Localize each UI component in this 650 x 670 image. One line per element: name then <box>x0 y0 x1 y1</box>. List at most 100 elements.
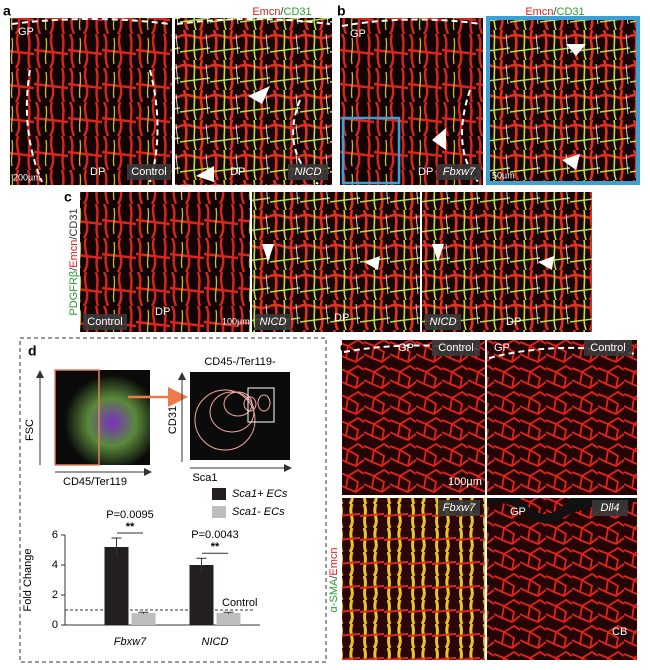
micrograph <box>340 18 483 185</box>
stain-label: PDGFRβ/Emcn/CD31 <box>68 208 80 315</box>
ellipse <box>194 389 256 451</box>
bar-chart: 0246ControlFbxw7**P=0.0095NICD**P=0.0043… <box>52 488 288 648</box>
micrograph <box>175 18 332 185</box>
label-box <box>437 164 481 180</box>
reference-label: Control <box>222 597 257 609</box>
text-part: Emcn <box>525 6 553 18</box>
scale-bar: 100µm <box>222 316 250 326</box>
boundary-line <box>341 18 482 185</box>
condition: NICD <box>430 316 457 328</box>
stain-label: α-SMA/Emcn <box>328 547 340 612</box>
condition: Control <box>87 316 122 328</box>
gate <box>247 387 275 423</box>
text-part: / <box>68 236 80 240</box>
label: DP <box>418 166 433 178</box>
axis-label: CD31 <box>167 406 179 434</box>
label: GP <box>494 342 510 354</box>
arrowhead <box>196 86 270 182</box>
micrograph <box>487 340 637 495</box>
label: DP <box>90 166 105 178</box>
label-box <box>584 340 632 356</box>
x-tick-label: Fbxw7 <box>114 636 147 648</box>
scale-bar: 100µm <box>448 476 482 488</box>
text-part: Emcn <box>328 547 340 575</box>
text-part: / <box>68 267 80 271</box>
micrograph <box>487 498 637 660</box>
micrograph-inset <box>486 16 640 185</box>
micrograph <box>80 192 250 332</box>
axis-label: CD45/Ter119 <box>63 476 127 488</box>
ellipse <box>209 391 255 433</box>
inset-box <box>341 116 401 185</box>
arrowhead <box>432 128 446 150</box>
bar <box>131 613 156 625</box>
panel-letter: a <box>3 3 11 19</box>
text-part: CD31 <box>557 6 585 18</box>
plot-title: CD45-/Ter119- <box>204 356 276 368</box>
text-part: / <box>553 6 557 18</box>
ellipse <box>223 391 253 417</box>
bar <box>216 613 241 625</box>
micrograph <box>422 192 592 332</box>
condition: Fbxw7 <box>443 166 476 178</box>
micrograph <box>342 498 485 660</box>
scale-bar: 200µm <box>13 172 41 182</box>
panel-letter: b <box>337 3 346 19</box>
text-part: Emcn <box>68 240 80 268</box>
y-tick-label: 2 <box>52 589 58 601</box>
text-part: CD31 <box>68 208 80 236</box>
condition: Fbxw7 <box>443 502 476 514</box>
label-box <box>432 340 480 356</box>
label-box <box>127 164 171 180</box>
axis-label: FSC <box>24 419 36 441</box>
legend-label: Sca1- ECs <box>232 506 285 518</box>
label-box <box>425 314 461 330</box>
micrograph <box>10 18 172 185</box>
significance-stars: ** <box>126 521 135 533</box>
stain-label: Emcn/CD31 <box>252 6 311 18</box>
significance-stars: ** <box>211 541 220 553</box>
text-part: / <box>280 6 284 18</box>
label-box <box>592 500 628 516</box>
text-part: α-SMA <box>328 578 340 613</box>
stain-label: Emcn/CD31 <box>525 6 584 18</box>
label: DP <box>334 312 349 324</box>
label: DP <box>230 166 245 178</box>
contours <box>194 389 271 451</box>
label: GP <box>398 342 414 354</box>
text-part: / <box>328 575 340 579</box>
condition: Dll4 <box>601 502 620 514</box>
condition: Control <box>438 342 473 354</box>
legend-swatch <box>212 506 226 518</box>
significance-label: P=0.0043 <box>191 529 238 541</box>
panel-letter: d <box>28 343 37 359</box>
micrograph <box>342 340 485 495</box>
text-part: CD31 <box>284 6 312 18</box>
label: DP <box>506 316 521 328</box>
text-part: Emcn <box>252 6 280 18</box>
label: GP <box>510 506 526 518</box>
label: CB <box>612 626 627 638</box>
condition: NICD <box>295 166 322 178</box>
condition: Control <box>131 166 166 178</box>
condition: NICD <box>260 316 287 328</box>
label: GP <box>350 28 366 40</box>
y-axis-label: Fold Change <box>22 549 34 612</box>
condition: Control <box>590 342 625 354</box>
text-part: PDGFRβ <box>68 271 80 316</box>
flow-plot <box>55 370 150 465</box>
significance-label: P=0.0095 <box>106 509 153 521</box>
y-tick-label: 4 <box>52 559 58 571</box>
y-tick-label: 0 <box>52 619 58 631</box>
gate <box>54 369 100 466</box>
y-tick-label: 6 <box>52 529 58 541</box>
label: GP <box>18 26 34 38</box>
label-box <box>83 314 127 330</box>
label-box <box>255 314 291 330</box>
bar <box>189 565 214 625</box>
legend-swatch <box>212 488 226 500</box>
label-box <box>438 500 480 516</box>
label-box <box>288 164 328 180</box>
label: DP <box>155 306 170 318</box>
